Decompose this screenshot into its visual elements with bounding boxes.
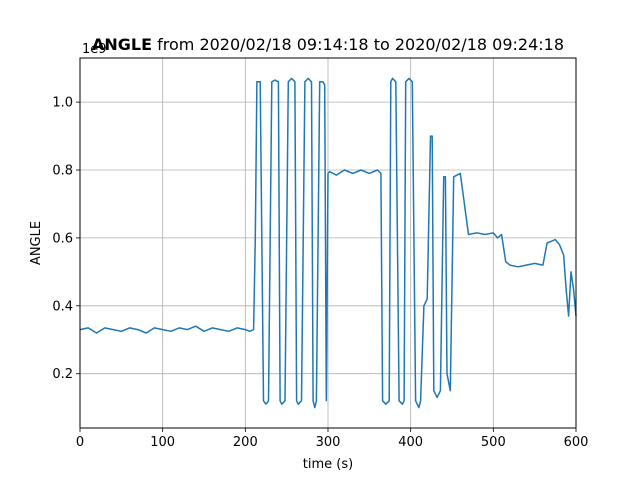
y-tick-label: 0.6 <box>52 231 73 246</box>
x-tick-label: 100 <box>150 435 175 450</box>
chart-title-rest: from 2020/02/18 09:14:18 to 2020/02/18 0… <box>152 35 564 54</box>
y-tick-label: 0.4 <box>52 299 73 314</box>
y-tick-label: 0.2 <box>52 367 73 382</box>
y-tick-label: 1.0 <box>52 96 73 111</box>
x-tick-label: 200 <box>233 435 258 450</box>
y-offset-label: 1e9 <box>82 42 107 57</box>
x-tick-label: 0 <box>76 435 84 450</box>
x-tick-label: 500 <box>481 435 506 450</box>
series-group <box>79 77 577 409</box>
chart-title: ANGLE from 2020/02/18 09:14:18 to 2020/0… <box>92 35 564 54</box>
series-line-0 <box>79 77 577 409</box>
x-ticks: 0 100 200 300 400 500 600 <box>76 428 589 450</box>
y-axis-label: ANGLE <box>29 221 44 265</box>
plot-area: 0 100 200 300 400 500 600 0.2 0.4 0.6 0.8 1.0 <box>52 57 589 450</box>
x-tick-label: 600 <box>564 435 589 450</box>
x-tick-label: 300 <box>316 435 341 450</box>
y-tick-label: 0.8 <box>52 164 73 179</box>
x-tick-label: 400 <box>398 435 423 450</box>
chart-title-bold: ANGLE <box>92 35 152 54</box>
y-ticks: 0.2 0.4 0.6 0.8 1.0 <box>52 96 80 382</box>
x-axis-label: time (s) <box>303 457 353 472</box>
